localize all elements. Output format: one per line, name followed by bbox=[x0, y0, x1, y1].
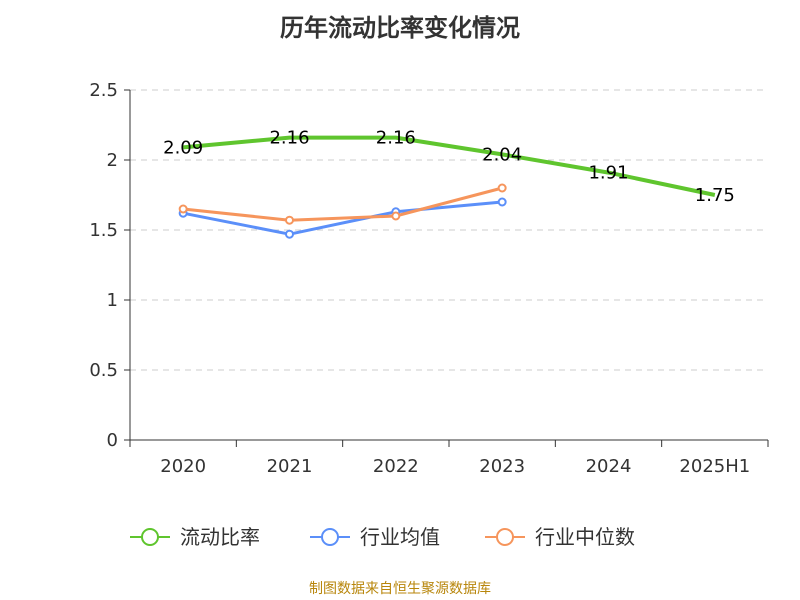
data-point[interactable] bbox=[285, 215, 294, 225]
series-line bbox=[183, 186, 503, 222]
series-lines bbox=[178, 135, 716, 239]
data-point[interactable] bbox=[285, 229, 294, 239]
legend-marker bbox=[496, 528, 514, 546]
data-label: 2.04 bbox=[482, 144, 522, 165]
data-label: 2.16 bbox=[269, 128, 309, 149]
x-tick-label: 2025H1 bbox=[679, 456, 750, 477]
axes: 0 0.5 1 1.5 2 2.5 2020 2021 2022 2023 2024 2025H1 bbox=[89, 80, 769, 477]
y-tick-label: 2.5 bbox=[89, 80, 118, 101]
data-point[interactable] bbox=[497, 183, 507, 193]
x-tick-label: 2021 bbox=[267, 456, 313, 477]
series-line bbox=[182, 135, 716, 197]
legend-label: 流动比率 bbox=[180, 525, 260, 549]
y-tick-label: 1.5 bbox=[89, 220, 118, 241]
x-tick-label: 2023 bbox=[479, 456, 525, 477]
y-tick-label: 2 bbox=[107, 150, 118, 171]
legend-item[interactable]: 行业中位数 bbox=[485, 525, 635, 549]
y-tick-label: 1 bbox=[107, 290, 118, 311]
data-label: 1.75 bbox=[695, 185, 735, 206]
data-point[interactable] bbox=[178, 204, 188, 214]
legend-label: 行业中位数 bbox=[535, 525, 635, 549]
x-tick-label: 2024 bbox=[586, 456, 632, 477]
data-label: 2.16 bbox=[376, 128, 416, 149]
source-note: 制图数据来自恒生聚源数据库 bbox=[309, 581, 491, 597]
series-line bbox=[182, 200, 503, 236]
data-labels: 2.09 2.16 2.16 2.04 1.91 1.75 bbox=[163, 128, 735, 206]
legend-label: 行业均值 bbox=[360, 525, 440, 549]
data-point[interactable] bbox=[497, 197, 507, 207]
y-tick-label: 0 bbox=[107, 430, 118, 451]
y-tick-label: 0.5 bbox=[89, 360, 118, 381]
x-tick-label: 2022 bbox=[373, 456, 419, 477]
legend-item[interactable]: 流动比率 bbox=[130, 525, 260, 549]
legend-marker bbox=[141, 528, 159, 546]
chart-title: 历年流动比率变化情况 bbox=[280, 14, 520, 42]
legend-item[interactable]: 行业均值 bbox=[310, 525, 440, 549]
x-tick-label: 2020 bbox=[160, 456, 206, 477]
legend-marker bbox=[321, 528, 339, 546]
legend[interactable]: 流动比率 行业均值 行业中位数 bbox=[130, 525, 635, 549]
data-label: 1.91 bbox=[588, 163, 628, 184]
data-label: 2.09 bbox=[163, 137, 203, 158]
data-point[interactable] bbox=[391, 211, 401, 221]
grid-lines bbox=[130, 89, 768, 371]
